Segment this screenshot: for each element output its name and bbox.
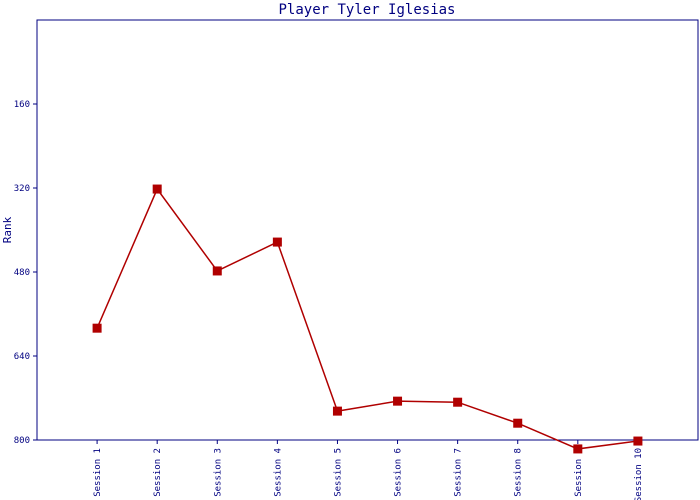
x-tick-label: Session 1 [93,448,103,497]
y-tick-label: 320 [14,184,30,194]
x-tick-label: Session 4 [273,448,283,497]
point [92,323,102,333]
x-tick-label: Session 3 [213,448,223,497]
series-line [96,187,639,450]
point [212,266,222,276]
point [272,237,282,247]
y-tick-label: 800 [14,436,30,446]
y-tick-label: 160 [14,100,30,110]
point [513,418,523,428]
point [633,436,643,446]
x-tick-label: Session 10 [634,448,644,500]
point [573,444,583,454]
plot-frame [36,19,699,441]
point [152,184,162,194]
x-tick-label: Session 7 [454,448,464,497]
chart-title: Player Tyler Iglesias [278,2,455,18]
x-tick-label: Session 8 [514,448,524,497]
point [453,397,463,407]
y-axis-label: Rank [1,216,14,243]
x-tick-label: Session 5 [333,448,343,497]
y-tick-label: 640 [14,352,30,362]
y-tick-label: 480 [14,268,30,278]
x-tick-label: Session 9 [574,448,584,497]
x-tick-label: Session 2 [153,448,163,497]
x-tick-label: Session 6 [394,448,404,497]
point [393,396,403,406]
point [332,406,342,416]
